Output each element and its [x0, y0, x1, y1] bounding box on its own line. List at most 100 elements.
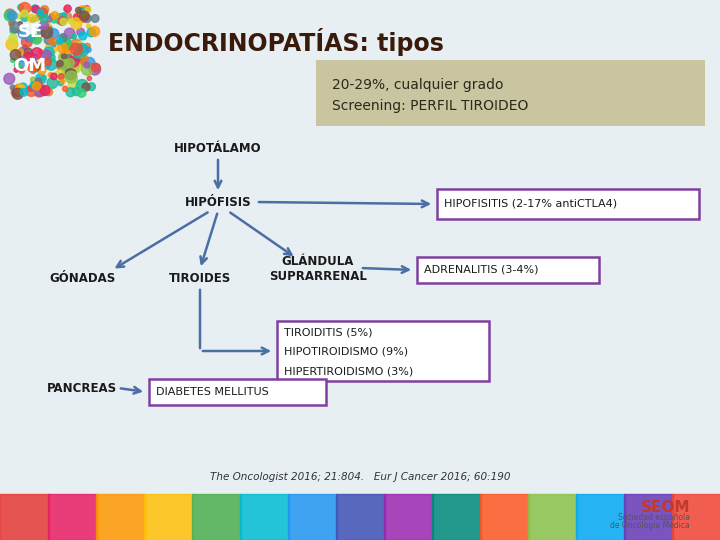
Circle shape — [71, 65, 78, 73]
Circle shape — [57, 38, 63, 44]
FancyBboxPatch shape — [149, 379, 326, 405]
Circle shape — [91, 63, 100, 72]
Circle shape — [84, 57, 95, 68]
Text: HIPOTIROIDISMO (9%): HIPOTIROIDISMO (9%) — [284, 347, 408, 357]
Circle shape — [66, 42, 73, 49]
Circle shape — [56, 62, 63, 70]
Circle shape — [20, 89, 28, 96]
Circle shape — [87, 76, 91, 80]
Circle shape — [35, 16, 40, 21]
Circle shape — [45, 58, 57, 70]
Circle shape — [44, 47, 54, 57]
Circle shape — [86, 47, 91, 52]
Circle shape — [63, 86, 68, 91]
Text: ADRENALITIS (3-4%): ADRENALITIS (3-4%) — [424, 265, 539, 275]
Circle shape — [37, 8, 48, 18]
Circle shape — [31, 5, 38, 12]
Circle shape — [32, 48, 42, 58]
Circle shape — [33, 35, 40, 43]
Circle shape — [24, 48, 33, 57]
Circle shape — [37, 56, 40, 60]
Circle shape — [79, 8, 85, 14]
Circle shape — [66, 55, 72, 60]
Circle shape — [28, 63, 37, 72]
Circle shape — [71, 62, 81, 73]
Circle shape — [28, 56, 32, 60]
Circle shape — [68, 79, 79, 90]
Circle shape — [17, 85, 24, 92]
Circle shape — [71, 43, 82, 55]
Circle shape — [63, 43, 71, 52]
Circle shape — [21, 14, 29, 22]
Circle shape — [61, 50, 71, 60]
Circle shape — [21, 10, 28, 17]
Circle shape — [73, 51, 81, 58]
Circle shape — [11, 58, 15, 63]
Circle shape — [85, 43, 90, 49]
Circle shape — [18, 22, 22, 25]
Circle shape — [71, 57, 81, 68]
Circle shape — [45, 43, 57, 55]
Circle shape — [84, 5, 90, 11]
Circle shape — [35, 78, 42, 84]
FancyBboxPatch shape — [417, 257, 599, 283]
Circle shape — [78, 32, 87, 40]
Text: OM: OM — [14, 57, 47, 75]
Text: HIPERTIROIDISMO (3%): HIPERTIROIDISMO (3%) — [284, 366, 413, 376]
Circle shape — [71, 18, 82, 29]
Circle shape — [71, 58, 79, 66]
Circle shape — [48, 72, 53, 77]
Circle shape — [86, 24, 91, 29]
Circle shape — [77, 43, 87, 53]
Bar — [192, 494, 241, 540]
Circle shape — [9, 19, 15, 25]
Circle shape — [10, 85, 15, 90]
Text: SUPRARRENAL: SUPRARRENAL — [269, 270, 367, 283]
Circle shape — [4, 73, 14, 84]
Circle shape — [17, 27, 23, 33]
Circle shape — [47, 17, 52, 22]
Circle shape — [82, 83, 90, 91]
Circle shape — [38, 50, 43, 55]
Circle shape — [61, 36, 66, 40]
Circle shape — [73, 14, 81, 21]
Circle shape — [28, 86, 33, 91]
Circle shape — [19, 68, 24, 73]
Circle shape — [55, 70, 66, 80]
Circle shape — [16, 49, 24, 57]
Circle shape — [61, 63, 71, 73]
Circle shape — [16, 14, 21, 19]
Circle shape — [25, 35, 32, 42]
Circle shape — [73, 42, 84, 52]
Circle shape — [76, 79, 88, 91]
Circle shape — [15, 85, 25, 96]
Circle shape — [5, 9, 15, 19]
Text: TIROIDITIS (5%): TIROIDITIS (5%) — [284, 328, 372, 338]
Circle shape — [12, 88, 23, 99]
Circle shape — [32, 35, 42, 44]
Circle shape — [91, 15, 99, 22]
Circle shape — [46, 26, 53, 33]
Circle shape — [40, 86, 49, 96]
Circle shape — [44, 35, 53, 44]
Circle shape — [32, 80, 42, 90]
Text: Screening: PERFIL TIROIDEO: Screening: PERFIL TIROIDEO — [332, 99, 528, 113]
Circle shape — [18, 84, 23, 90]
Circle shape — [23, 45, 27, 49]
Circle shape — [61, 54, 66, 59]
Circle shape — [9, 34, 17, 43]
Circle shape — [58, 64, 62, 69]
Circle shape — [59, 33, 67, 42]
Circle shape — [32, 54, 37, 60]
Circle shape — [64, 61, 69, 65]
Circle shape — [6, 38, 18, 50]
Circle shape — [32, 5, 40, 13]
Circle shape — [81, 59, 86, 65]
Circle shape — [76, 57, 86, 66]
Text: ENDOCRINOPATÍAS: tipos: ENDOCRINOPATÍAS: tipos — [108, 28, 444, 56]
Circle shape — [58, 80, 63, 86]
Circle shape — [41, 27, 53, 38]
Circle shape — [51, 12, 58, 19]
Circle shape — [9, 21, 14, 26]
Circle shape — [31, 85, 35, 90]
